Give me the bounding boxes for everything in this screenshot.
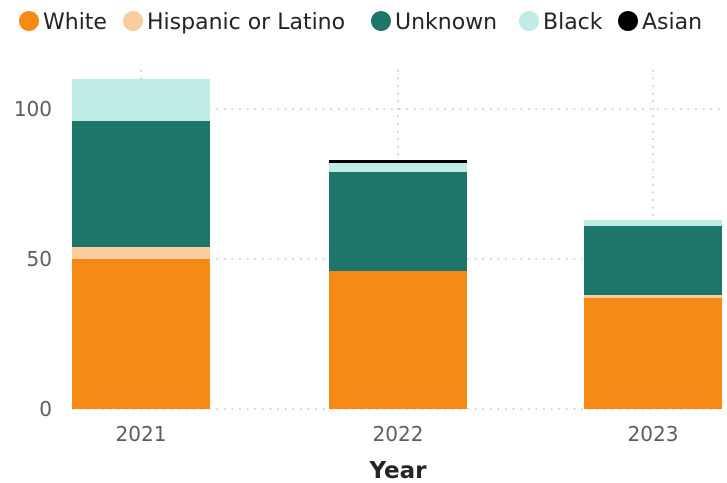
bar-segment-asian[interactable] bbox=[329, 160, 467, 163]
legend-marker bbox=[519, 11, 539, 31]
y-axis-ticks: 0 50 100 bbox=[14, 97, 52, 421]
legend-marker bbox=[123, 11, 143, 31]
x-tick-label: 2021 bbox=[116, 422, 167, 446]
bar-segment-unknown[interactable] bbox=[72, 121, 210, 247]
legend-marker bbox=[371, 11, 391, 31]
bar-segment-black[interactable] bbox=[72, 79, 210, 121]
legend: White Hispanic or Latino Unknown Black Asian bbox=[19, 10, 702, 35]
bar-segment-white[interactable] bbox=[584, 298, 722, 409]
x-axis-ticks: 2021 2022 2023 bbox=[116, 422, 679, 446]
y-tick-label: 50 bbox=[27, 247, 52, 271]
legend-marker bbox=[618, 11, 638, 31]
bar-segment-hispanic-or-latino[interactable] bbox=[584, 295, 722, 298]
bar-segment-white[interactable] bbox=[72, 259, 210, 409]
legend-item[interactable]: White bbox=[19, 10, 107, 35]
legend-label: Black bbox=[543, 10, 603, 35]
legend-item[interactable]: Asian bbox=[618, 10, 702, 35]
bar-segment-black[interactable] bbox=[584, 220, 722, 226]
legend-item[interactable]: Black bbox=[519, 10, 603, 35]
x-axis-title: Year bbox=[368, 458, 427, 483]
bar-segment-unknown[interactable] bbox=[584, 226, 722, 295]
y-tick-label: 0 bbox=[39, 397, 52, 421]
legend-label: Asian bbox=[642, 10, 702, 35]
legend-marker bbox=[19, 11, 39, 31]
legend-label: Hispanic or Latino bbox=[147, 10, 345, 35]
bar-segment-hispanic-or-latino[interactable] bbox=[72, 247, 210, 259]
x-tick-label: 2023 bbox=[628, 422, 679, 446]
x-tick-label: 2022 bbox=[373, 422, 424, 446]
bar-segment-black[interactable] bbox=[329, 163, 467, 172]
y-tick-label: 100 bbox=[14, 97, 52, 121]
legend-item[interactable]: Unknown bbox=[371, 10, 497, 35]
bars bbox=[72, 79, 722, 409]
legend-label: White bbox=[43, 10, 107, 35]
bar-segment-white[interactable] bbox=[329, 271, 467, 409]
legend-label: Unknown bbox=[395, 10, 497, 35]
bar-segment-unknown[interactable] bbox=[329, 172, 467, 271]
legend-item[interactable]: Hispanic or Latino bbox=[123, 10, 345, 35]
